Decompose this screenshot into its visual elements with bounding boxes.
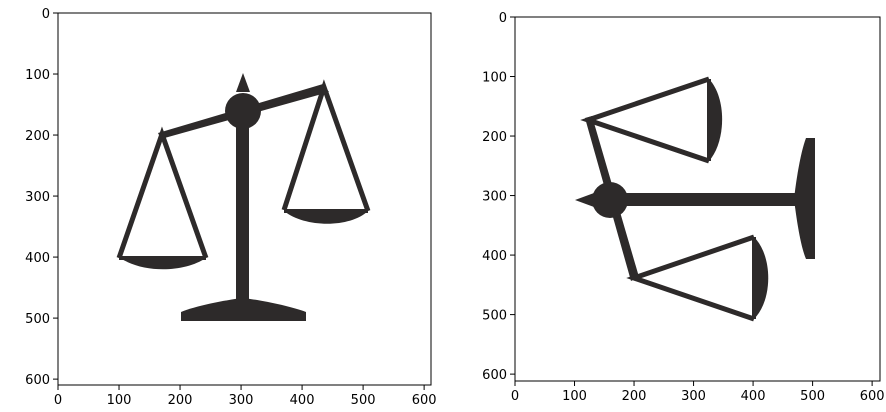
left-x-tick-label: 400 (290, 393, 315, 408)
left-x-tick-label: 100 (107, 393, 132, 408)
left-pan-strings (116, 126, 209, 259)
left-axes-frame (57, 12, 432, 386)
right-pan-bowl (284, 211, 368, 224)
left-x-tick-label: 300 (229, 393, 254, 408)
right-y-tick-label: 600 (482, 368, 507, 383)
right-image (575, 76, 815, 322)
right-x-tick-label: 300 (681, 389, 706, 404)
left-y-tick-label: 600 (25, 373, 50, 388)
scale-post (236, 110, 249, 305)
right-y-tick-label: 100 (482, 71, 507, 86)
scale-base-rotated (794, 138, 815, 259)
left-x-tick-label: 500 (351, 393, 376, 408)
left-y-tick-label: 0 (42, 7, 50, 22)
upper-pan-strings (580, 76, 710, 164)
right-y-tick-label: 300 (482, 190, 507, 205)
right-x-tick-label: 200 (622, 389, 647, 404)
right-y-ticks (510, 16, 515, 375)
right-y-tick-label: 400 (482, 249, 507, 264)
right-y-tick-label: 500 (482, 309, 507, 324)
scale-spike-rotated (575, 193, 594, 207)
scale-spike (236, 73, 250, 92)
lower-pan-bowl (754, 237, 769, 319)
right-axes-frame (514, 16, 881, 382)
right-pan-strings (281, 79, 371, 212)
scale-base (181, 298, 306, 321)
left-x-tick-label: 0 (54, 393, 62, 408)
left-image (116, 73, 371, 321)
right-panel: 0 100 200 300 400 500 600 0 100 200 300 400 500 600 (482, 11, 884, 404)
left-y-tick-label: 100 (25, 68, 50, 83)
left-y-tick-label: 500 (25, 312, 50, 327)
upper-pan-bowl (709, 79, 723, 161)
left-pan-bowl (120, 258, 206, 270)
left-y-ticks (53, 12, 58, 380)
right-x-ticks (514, 381, 873, 386)
right-x-tick-label: 500 (800, 389, 825, 404)
lower-pan-strings (626, 234, 755, 322)
scale-pivot (225, 93, 261, 129)
scale-pivot-rotated (592, 182, 628, 218)
right-y-tick-label: 0 (499, 11, 507, 26)
left-panel: 0 100 200 300 400 500 600 0 100 200 300 400 500 600 (25, 7, 436, 408)
left-y-tick-label: 200 (25, 129, 50, 144)
right-x-tick-label: 0 (511, 389, 519, 404)
left-x-tick-label: 600 (412, 393, 437, 408)
scale-post-rotated (610, 193, 798, 206)
left-y-tick-label: 300 (25, 190, 50, 205)
right-x-tick-label: 600 (860, 389, 885, 404)
left-x-tick-label: 200 (168, 393, 193, 408)
right-y-tick-label: 200 (482, 130, 507, 145)
left-y-tick-label: 400 (25, 251, 50, 266)
right-x-tick-label: 100 (562, 389, 587, 404)
left-x-ticks (57, 385, 425, 390)
right-x-tick-label: 400 (741, 389, 766, 404)
